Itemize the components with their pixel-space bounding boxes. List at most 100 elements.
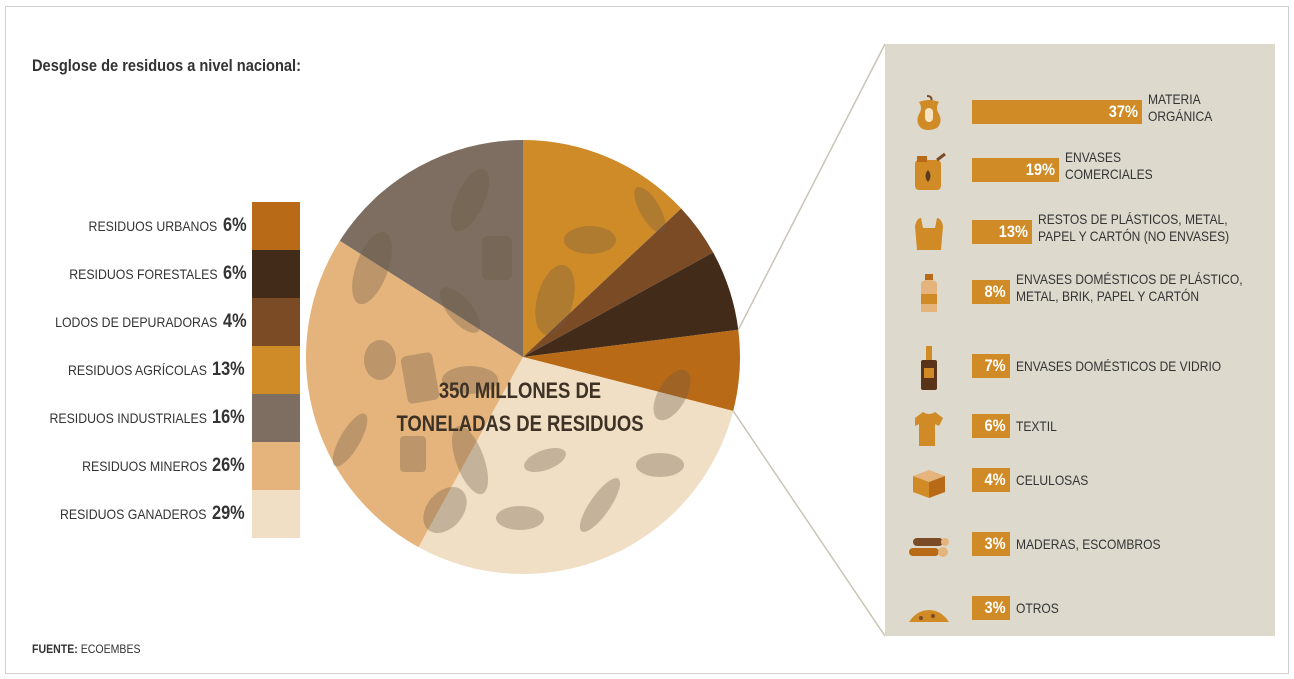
plastic-bottle-icon [907,272,951,316]
legend-swatch [252,202,300,250]
legend-item-value: 6% [222,215,247,236]
breakdown-bar-value: 4% [984,470,1006,489]
breakdown-label: MADERAS, ESCOMBROS [1016,536,1161,553]
breakdown-label: ENVASES DOMÉSTICOS DE PLÁSTICO, METAL, BR… [1016,271,1243,305]
breakdown-label-line: COMERCIALES [1065,166,1153,182]
breakdown-bar: 7% [972,354,1010,378]
glass-bottle-icon [907,346,951,390]
breakdown-bar-value: 3% [984,534,1006,553]
waste-silhouettes-icon [332,168,691,534]
source-label: FUENTE: [32,642,78,656]
breakdown-label-line: METAL, BRIK, PAPEL Y CARTÓN [1016,288,1200,304]
pie-slice [523,329,740,411]
breakdown-bar: 4% [972,468,1010,492]
breakdown-bar-value: 19% [1026,160,1056,179]
center-label-line-1: 350 MILLONES DE [438,378,602,403]
breakdown-row: 7% ENVASES DOMÉSTICOS DE VIDRIO [885,340,1275,390]
breakdown-label-line: ENVASES [1065,149,1122,165]
breakdown-label-line: OTROS [1016,599,1059,616]
breakdown-row: 19% ENVASES COMERCIALES [885,144,1275,194]
pie-center-label: 350 MILLONES DE TONELADAS DE RESIDUOS [386,374,655,440]
breakdown-label-line: RESTOS DE PLÁSTICOS, METAL, [1037,211,1228,227]
pie-slice [523,208,714,357]
breakdown-label: CELULOSAS [1016,472,1088,489]
breakdown-bar-value: 7% [984,356,1006,375]
legend-item: RESIDUOS URBANOS 6% [20,202,250,250]
legend-item-name: RESIDUOS INDUSTRIALES [49,410,207,426]
legend-item: RESIDUOS FORESTALES 6% [20,250,250,298]
breakdown-bar: 13% [972,220,1032,244]
legend-item-value: 6% [222,263,247,284]
connector-line [732,410,886,637]
breakdown-label: OTROS [1016,600,1059,617]
pie-slice [418,357,734,574]
chart-title: Desglose de residuos a nivel nacional: [32,56,301,75]
breakdown-bar: 37% [972,100,1142,124]
legend-item-name: RESIDUOS FORESTALES [69,266,218,282]
breakdown-label-line: ENVASES DOMÉSTICOS DE PLÁSTICO, [1016,271,1243,287]
breakdown-bar-value: 13% [998,222,1028,241]
source-note: FUENTE: ECOEMBES [32,642,141,656]
breakdown-row: 3% OTROS [885,582,1275,632]
legend-swatch [252,250,300,298]
plastic-bag-icon [907,212,951,256]
breakdown-label: ENVASES DOMÉSTICOS DE VIDRIO [1016,358,1221,375]
breakdown-row: 8% ENVASES DOMÉSTICOS DE PLÁSTICO, METAL, … [885,266,1275,316]
urban-waste-breakdown-panel: 37% MATERIA ORGÁNICA 19% ENVASES COMERCIALES 1… [885,44,1275,636]
legend-item: RESIDUOS AGRÍCOLAS 13% [20,346,250,394]
chart-frame [5,6,1289,674]
legend-item-name: LODOS DE DEPURADORAS [55,314,218,330]
breakdown-label-line: MATERIA [1148,91,1201,107]
logs-icon [907,524,951,568]
pie-slice [523,140,682,357]
legend-item-value: 4% [222,311,247,332]
pie-slice [523,252,739,357]
breakdown-label-line: ORGÁNICA [1148,108,1213,124]
legend-swatch [252,442,300,490]
breakdown-row: 3% MADERAS, ESCOMBROS [885,518,1275,568]
breakdown-bar-value: 37% [1108,102,1138,121]
breakdown-row: 6% TEXTIL [885,400,1275,450]
breakdown-label-line: PAPEL Y CARTÓN (NO ENVASES) [1037,228,1229,244]
breakdown-bar-value: 3% [984,598,1006,617]
pie-slice [306,240,523,548]
legend-item: RESIDUOS MINEROS 26% [20,442,250,490]
breakdown-bar: 8% [972,280,1010,304]
legend-item-value: 13% [211,359,245,380]
breakdown-row: 13% RESTOS DE PLÁSTICOS, METAL, PAPEL Y CA… [885,206,1275,256]
source-value: ECOEMBES [77,642,141,656]
cardboard-box-icon [907,460,951,504]
breakdown-label-line: ENVASES DOMÉSTICOS DE VIDRIO [1016,357,1222,374]
breakdown-label: ENVASES COMERCIALES [1065,149,1153,183]
breakdown-row: 4% CELULOSAS [885,454,1275,504]
tshirt-icon [907,406,951,450]
breakdown-bar: 6% [972,414,1010,438]
legend-item: LODOS DE DEPURADORAS 4% [20,298,250,346]
legend-swatch [252,298,300,346]
breakdown-bar: 3% [972,596,1010,620]
breakdown-label-line: MADERAS, ESCOMBROS [1016,535,1161,552]
center-label-line-2: TONELADAS DE RESIDUOS [396,411,644,436]
legend-item: RESIDUOS INDUSTRIALES 16% [20,394,250,442]
legend-swatch [252,346,300,394]
breakdown-bar: 3% [972,532,1010,556]
jerrycan-icon [907,150,951,194]
pie-slice [339,140,523,357]
breakdown-label: TEXTIL [1016,418,1057,435]
legend-item-name: RESIDUOS GANADEROS [60,506,207,522]
breakdown-label-line: TEXTIL [1016,417,1057,434]
breakdown-bar-value: 8% [984,282,1006,301]
breakdown-label: MATERIA ORGÁNICA [1148,91,1212,125]
legend-item-name: RESIDUOS AGRÍCOLAS [67,362,207,378]
legend-swatch [252,490,300,538]
legend-item-value: 29% [211,503,245,524]
legend-swatch [252,394,300,442]
breakdown-bar: 19% [972,158,1060,182]
legend-item-name: RESIDUOS URBANOS [88,218,218,234]
legend-item: RESIDUOS GANADEROS 29% [20,490,250,538]
breakdown-bar-value: 6% [984,416,1006,435]
pile-icon [907,588,951,632]
apple-core-icon [907,92,951,136]
legend-item-value: 16% [211,407,245,428]
